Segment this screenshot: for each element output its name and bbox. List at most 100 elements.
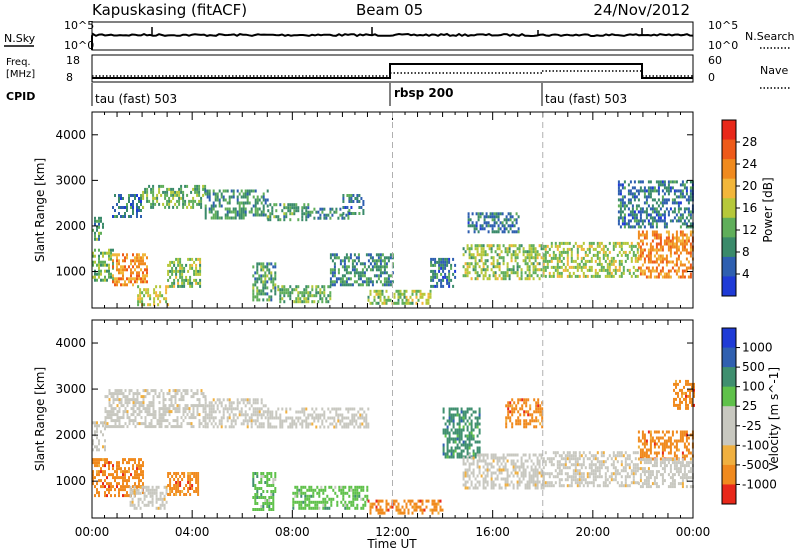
range-gate-cell [608,274,611,278]
range-gate-cell [234,207,237,211]
range-gate-cell [195,490,198,493]
range-gate-cell [479,224,482,228]
range-gate-cell [649,213,652,217]
range-gate-cell [385,505,388,509]
range-gate-cell [518,244,521,248]
range-gate-cell [462,477,465,481]
range-gate-cell [513,224,516,228]
range-gate-cell [94,464,96,468]
range-gate-cell [685,207,688,211]
range-gate-cell [488,468,491,472]
range-gate-cell [499,212,502,216]
range-gate-cell [493,218,496,222]
range-gate-cell [244,410,247,414]
range-gate-cell [200,422,203,426]
range-gate-cell [106,482,108,486]
range-gate-cell [264,416,267,420]
range-gate-cell [520,244,523,248]
range-gate-cell [655,207,658,211]
range-gate-cell [342,200,345,203]
range-gate-cell [316,485,319,489]
range-gate-cell [170,187,173,191]
range-gate-cell [140,410,143,414]
range-gate-cell [140,470,142,474]
range-gate-cell [472,456,475,460]
range-gate-cell [104,494,106,498]
range-gate-cell [98,225,100,229]
range-gate-cell [145,503,148,507]
range-gate-cell [552,463,555,467]
range-gate-cell [438,263,441,267]
range-gate-cell [528,244,531,248]
range-gate-cell [135,506,138,510]
range-gate-cell [177,472,180,475]
range-gate-cell [148,199,151,203]
range-gate-cell [309,422,312,426]
range-gate-cell [134,461,136,465]
range-gate-cell [492,453,495,457]
range-gate-cell [142,491,144,495]
range-gate-cell [128,215,130,218]
range-gate-cell [530,253,533,257]
range-gate-cell [490,474,493,478]
range-gate-cell [653,198,656,202]
range-gate-cell [182,398,185,402]
range-gate-cell [480,253,483,257]
range-gate-cell [366,485,369,489]
range-gate-cell [252,274,255,278]
range-gate-cell [476,440,479,444]
range-gate-cell [653,236,656,240]
range-gate-cell [338,485,341,489]
range-gate-cell [116,470,118,474]
range-gate-cell [506,468,509,472]
range-gate-cell [335,277,338,281]
range-gate-cell [331,213,334,217]
range-gate-cell [619,204,622,208]
range-gate-cell [657,242,660,246]
range-gate-cell [681,263,684,267]
range-gate-cell [636,259,639,263]
range-gate-cell [122,268,124,272]
nsearch-tick-top: 10^5 [708,19,738,32]
range-gate-cell [460,449,463,453]
range-gate-cell [495,221,498,225]
range-gate-cell [166,190,169,194]
range-gate-cell [296,500,299,504]
range-gate-cell [177,263,180,267]
range-gate-cell [177,478,180,481]
range-gate-cell [627,192,630,196]
range-gate-cell [254,502,257,505]
range-gate-cell [142,253,144,257]
range-gate-cell [150,419,153,423]
range-gate-cell [556,466,559,470]
range-gate-cell [659,216,662,220]
range-gate-cell [512,465,515,469]
range-gate-cell [112,259,114,263]
range-gate-cell [582,451,585,455]
range-gate-cell [582,457,585,461]
range-gate-cell [191,263,194,267]
range-gate-cell [602,253,605,257]
range-gate-cell [606,268,609,272]
range-gate-cell [600,451,603,455]
range-gate-cell [124,467,126,471]
range-gate-cell [622,268,625,272]
range-gate-cell [266,475,269,478]
range-gate-cell [612,241,615,245]
range-gate-cell [138,458,140,462]
range-gate-cell [165,491,168,495]
range-gate-cell [474,256,477,260]
range-gate-cell [469,218,472,222]
range-gate-cell [132,410,135,414]
range-gate-cell [566,457,569,461]
range-gate-cell [220,192,223,196]
range-gate-cell [375,301,378,305]
range-gate-cell [596,244,599,248]
range-gate-cell [651,207,654,211]
range-gate-cell [118,212,120,215]
range-gate-cell [178,407,181,411]
range-gate-cell [596,253,599,257]
range-gate-cell [232,189,235,193]
range-gate-cell [600,466,603,470]
range-gate-cell [448,260,451,264]
